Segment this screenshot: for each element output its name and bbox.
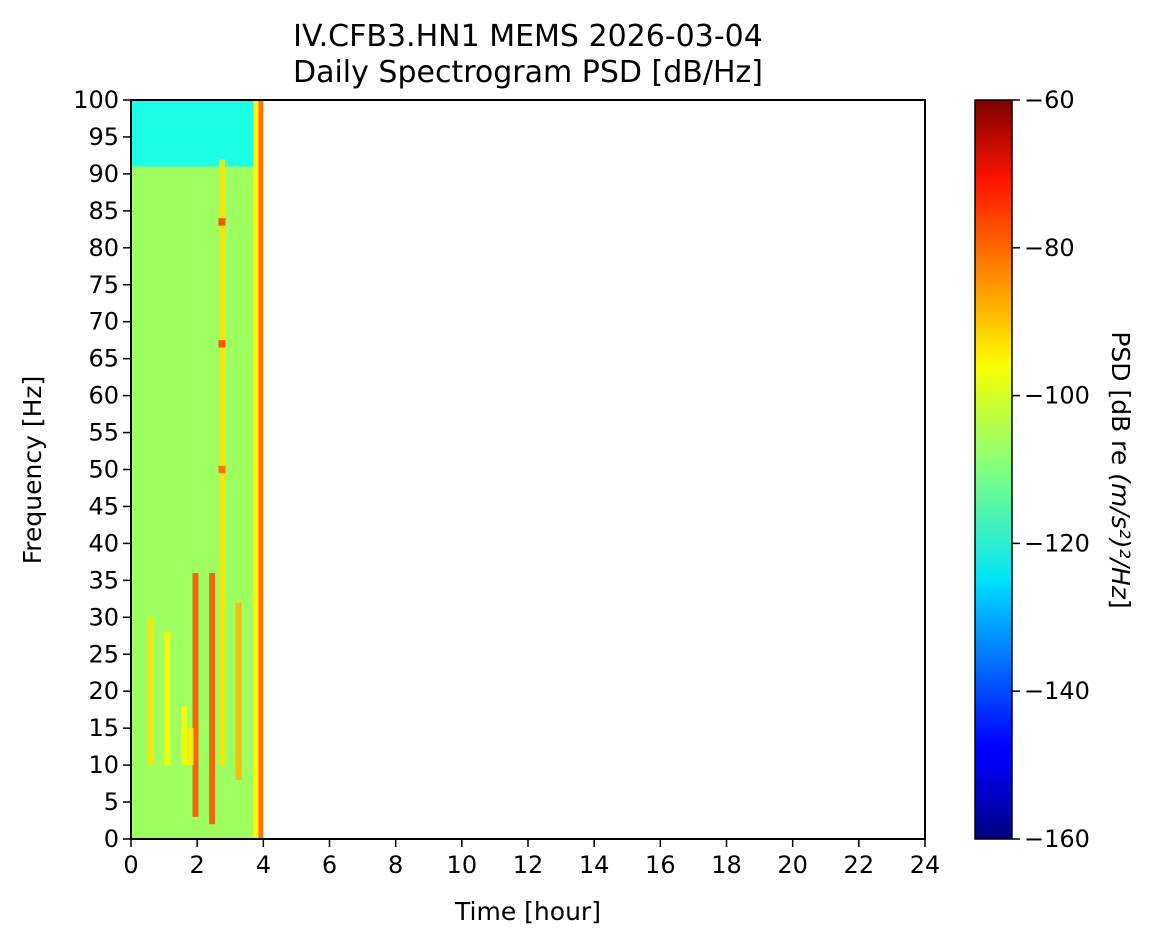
colorbar-label-suffix: ] bbox=[1106, 599, 1135, 609]
psd-region-3 bbox=[258, 100, 264, 839]
y-tick-label: 10 bbox=[88, 751, 119, 779]
x-tick-label: 18 bbox=[711, 851, 742, 879]
colorbar-tick-label: −160 bbox=[1024, 825, 1090, 853]
colorbar-tick-label: −120 bbox=[1024, 529, 1090, 557]
psd-hotspot-3 bbox=[147, 617, 154, 766]
colorbar-tick-label: −100 bbox=[1024, 382, 1090, 410]
psd-hotspot-1 bbox=[209, 572, 216, 825]
psd-region-0 bbox=[131, 100, 254, 167]
x-axis-ticks: 0 2 4 6 8 10 12 14 16 18 20 22 24 bbox=[123, 839, 940, 879]
y-tick-label: 60 bbox=[88, 382, 119, 410]
psd-hotspot-6 bbox=[235, 602, 242, 780]
y-tick-label: 20 bbox=[88, 677, 119, 705]
y-tick-label: 40 bbox=[88, 529, 119, 557]
colorbar-ticks: −60 −80 −100 −120 −140 −160 bbox=[1012, 86, 1090, 853]
psd-hotspot-5 bbox=[180, 705, 187, 766]
y-tick-label: 50 bbox=[88, 456, 119, 484]
colorbar-label: PSD [dB re (m/s²)²/Hz] bbox=[1106, 331, 1135, 608]
colorbar-tick-label: −140 bbox=[1024, 677, 1090, 705]
y-tick-label: 100 bbox=[73, 86, 119, 114]
colorbar-label-units: (m/s²)²/Hz bbox=[1106, 473, 1135, 600]
x-tick-label: 20 bbox=[777, 851, 808, 879]
y-tick-label: 15 bbox=[88, 714, 119, 742]
y-tick-label: 45 bbox=[88, 492, 119, 520]
x-tick-label: 14 bbox=[579, 851, 610, 879]
chart-title-line2: Daily Spectrogram PSD [dB/Hz] bbox=[293, 55, 763, 90]
colorbar bbox=[974, 99, 1013, 840]
y-axis-label: Frequency [Hz] bbox=[18, 376, 47, 565]
psd-hotspot-0 bbox=[192, 572, 199, 817]
y-tick-label: 90 bbox=[88, 160, 119, 188]
colorbar-label-prefix: PSD [dB re bbox=[1106, 331, 1135, 473]
x-tick-label: 12 bbox=[513, 851, 544, 879]
x-tick-label: 2 bbox=[190, 851, 205, 879]
psd-region-2 bbox=[253, 100, 259, 839]
chart-title-line1: IV.CFB3.HN1 MEMS 2026-03-04 bbox=[293, 19, 763, 54]
x-tick-label: 16 bbox=[645, 851, 676, 879]
y-axis-ticks: 0 5 10 15 20 25 30 35 40 45 50 55 60 65 70 75 80 85 90 95 10… bbox=[73, 86, 131, 853]
psd-hotspot-10 bbox=[187, 728, 194, 766]
y-tick-label: 30 bbox=[88, 603, 119, 631]
x-axis-label: Time [hour] bbox=[454, 897, 601, 926]
x-tick-label: 22 bbox=[844, 851, 875, 879]
y-tick-label: 80 bbox=[88, 234, 119, 262]
psd-hotspot-4 bbox=[164, 632, 171, 766]
y-tick-label: 35 bbox=[88, 566, 119, 594]
y-tick-label: 65 bbox=[88, 345, 119, 373]
colorbar-tick-label: −60 bbox=[1024, 86, 1075, 114]
y-tick-label: 5 bbox=[104, 788, 119, 816]
x-tick-label: 6 bbox=[322, 851, 337, 879]
y-tick-label: 85 bbox=[88, 197, 119, 225]
y-tick-label: 95 bbox=[88, 123, 119, 151]
plot-frame bbox=[130, 99, 926, 840]
x-tick-label: 24 bbox=[910, 851, 941, 879]
x-tick-label: 4 bbox=[256, 851, 271, 879]
y-tick-label: 55 bbox=[88, 419, 119, 447]
x-tick-label: 8 bbox=[388, 851, 403, 879]
colorbar-tick-label: −80 bbox=[1024, 234, 1075, 262]
y-tick-label: 75 bbox=[88, 271, 119, 299]
y-tick-label: 0 bbox=[104, 825, 119, 853]
y-tick-label: 70 bbox=[88, 308, 119, 336]
psd-hotspot-7 bbox=[218, 218, 226, 226]
psd-hotspot-9 bbox=[218, 465, 226, 474]
x-tick-label: 10 bbox=[447, 851, 478, 879]
psd-hotspot-8 bbox=[218, 340, 226, 348]
y-tick-label: 25 bbox=[88, 640, 119, 668]
x-tick-label: 0 bbox=[123, 851, 138, 879]
psd-hotspot-2 bbox=[218, 159, 225, 766]
plot-area bbox=[131, 100, 264, 839]
